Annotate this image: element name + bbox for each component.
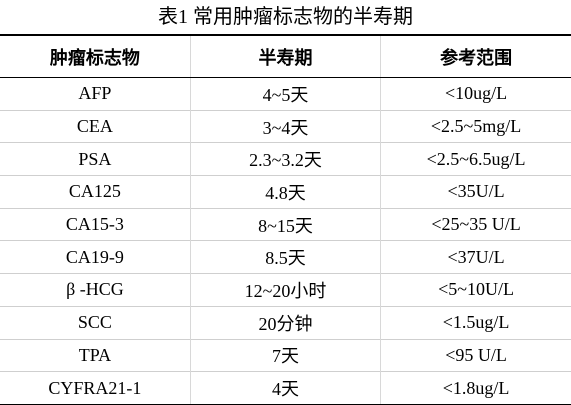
column-header: 参考范围 [380, 35, 571, 78]
table-cell: AFP [0, 77, 191, 111]
table-row: TPA 7天 <95 U/L [0, 338, 571, 372]
table-row: CA125 4.8天 <35U/L [0, 175, 571, 209]
table-cell: <2.5~6.5ug/L [380, 142, 571, 176]
column-header: 半寿期 [189, 35, 381, 78]
header-row: 肿瘤标志物 半寿期 参考范围 [0, 35, 571, 78]
table-cell: 8~15天 [189, 207, 381, 241]
table-title: 表1 常用肿瘤标志物的半寿期 [158, 6, 413, 28]
table-cell: 4.8天 [189, 175, 381, 209]
table-row: CA15-3 8~15天 <25~35 U/L [0, 207, 571, 241]
table-cell: 2.3~3.2天 [189, 142, 381, 176]
table-cell: 7天 [189, 338, 381, 372]
table-row: CYFRA21-1 4天 <1.8ug/L [0, 371, 571, 405]
table-cell: CA125 [0, 175, 191, 209]
table-cell: <35U/L [380, 175, 571, 209]
table: 肿瘤标志物 半寿期 参考范围 AFP 4~5天 <10ug/L CEA 3~4天 <2.5~5… [0, 34, 571, 405]
table-cell: TPA [0, 338, 191, 372]
table-row: SCC 20分钟 <1.5ug/L [0, 305, 571, 339]
table-cell: CEA [0, 109, 191, 143]
table-cell: <1.5ug/L [380, 305, 571, 339]
column-header: 肿瘤标志物 [0, 35, 191, 78]
table-cell: 8.5天 [189, 240, 381, 274]
table-row: CEA 3~4天 <2.5~5mg/L [0, 109, 571, 143]
table-cell: 4~5天 [189, 77, 381, 111]
table-cell: <25~35 U/L [380, 207, 571, 241]
table-row: CA19-9 8.5天 <37U/L [0, 240, 571, 274]
table-cell: <37U/L [380, 240, 571, 274]
table-cell: CA15-3 [0, 207, 191, 241]
table-cell: 20分钟 [189, 305, 381, 339]
table-cell: 4天 [189, 371, 381, 405]
table-body: AFP 4~5天 <10ug/L CEA 3~4天 <2.5~5mg/L PSA 2.3~3.… [0, 77, 571, 405]
table-cell: 3~4天 [189, 109, 381, 143]
table-row: β -HCG 12~20小时 <5~10U/L [0, 273, 571, 307]
table-cell: 12~20小时 [189, 273, 381, 307]
table-cell: CYFRA21-1 [0, 371, 191, 405]
table-cell: <1.8ug/L [380, 371, 571, 405]
table-row: PSA 2.3~3.2天 <2.5~6.5ug/L [0, 142, 571, 176]
table-cell: <95 U/L [380, 338, 571, 372]
table-cell: <10ug/L [380, 77, 571, 111]
table-cell: <5~10U/L [380, 273, 571, 307]
table-row: AFP 4~5天 <10ug/L [0, 77, 571, 111]
table-cell: β -HCG [0, 273, 191, 307]
table-cell: PSA [0, 142, 191, 176]
table-cell: SCC [0, 305, 191, 339]
table-cell: CA19-9 [0, 240, 191, 274]
table-cell: <2.5~5mg/L [380, 109, 571, 143]
